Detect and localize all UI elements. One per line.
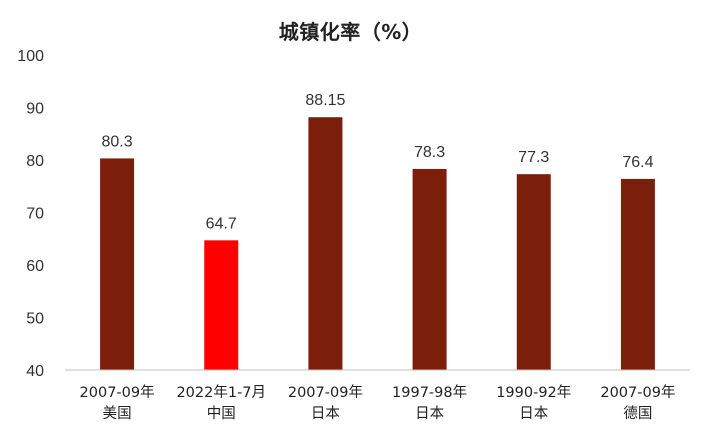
y-tick-label: 40 — [26, 363, 44, 380]
x-tick-label: 美国 — [103, 405, 132, 422]
bar-value-label: 77.3 — [518, 149, 549, 166]
bar — [204, 240, 239, 370]
category-labels: 2007-09年美国2022年1-7月中国2007-09年日本1997-98年日… — [80, 384, 676, 422]
x-tick-label: 1997-98年 — [392, 384, 467, 401]
y-tick-label: 100 — [17, 48, 44, 65]
bar — [620, 178, 655, 370]
x-tick-label: 中国 — [207, 405, 236, 422]
y-tick-label: 70 — [26, 206, 44, 223]
bar — [308, 117, 343, 371]
bar — [516, 174, 551, 370]
bar-value-label: 88.15 — [305, 92, 345, 109]
bar — [100, 158, 135, 370]
y-axis-ticks: 40 50 60 70 80 90 100 — [17, 48, 44, 380]
data-labels: 80.3 64.7 88.15 78.3 77.3 76.4 — [102, 92, 654, 232]
x-tick-label: 日本 — [519, 405, 548, 422]
x-tick-label: 2007-09年 — [80, 384, 155, 401]
x-tick-label: 2007-09年 — [288, 384, 363, 401]
bar-value-label: 78.3 — [414, 144, 445, 161]
x-tick-label: 1990-92年 — [496, 384, 571, 401]
x-tick-label: 2007-09年 — [600, 384, 675, 401]
y-tick-label: 50 — [26, 311, 44, 328]
bars — [100, 117, 655, 371]
x-tick-label: 日本 — [311, 405, 340, 422]
chart-title: 城镇化率（%） — [278, 20, 423, 44]
x-tick-label: 日本 — [415, 405, 444, 422]
bar — [412, 168, 447, 370]
bar-value-label: 76.4 — [622, 154, 653, 171]
y-tick-label: 60 — [26, 258, 44, 275]
bar-value-label: 64.7 — [206, 215, 237, 232]
x-tick-label: 德国 — [623, 405, 652, 422]
bar-value-label: 80.3 — [102, 133, 133, 150]
y-tick-label: 80 — [26, 153, 44, 170]
y-tick-label: 90 — [26, 101, 44, 118]
x-tick-label: 2022年1-7月 — [176, 384, 266, 401]
